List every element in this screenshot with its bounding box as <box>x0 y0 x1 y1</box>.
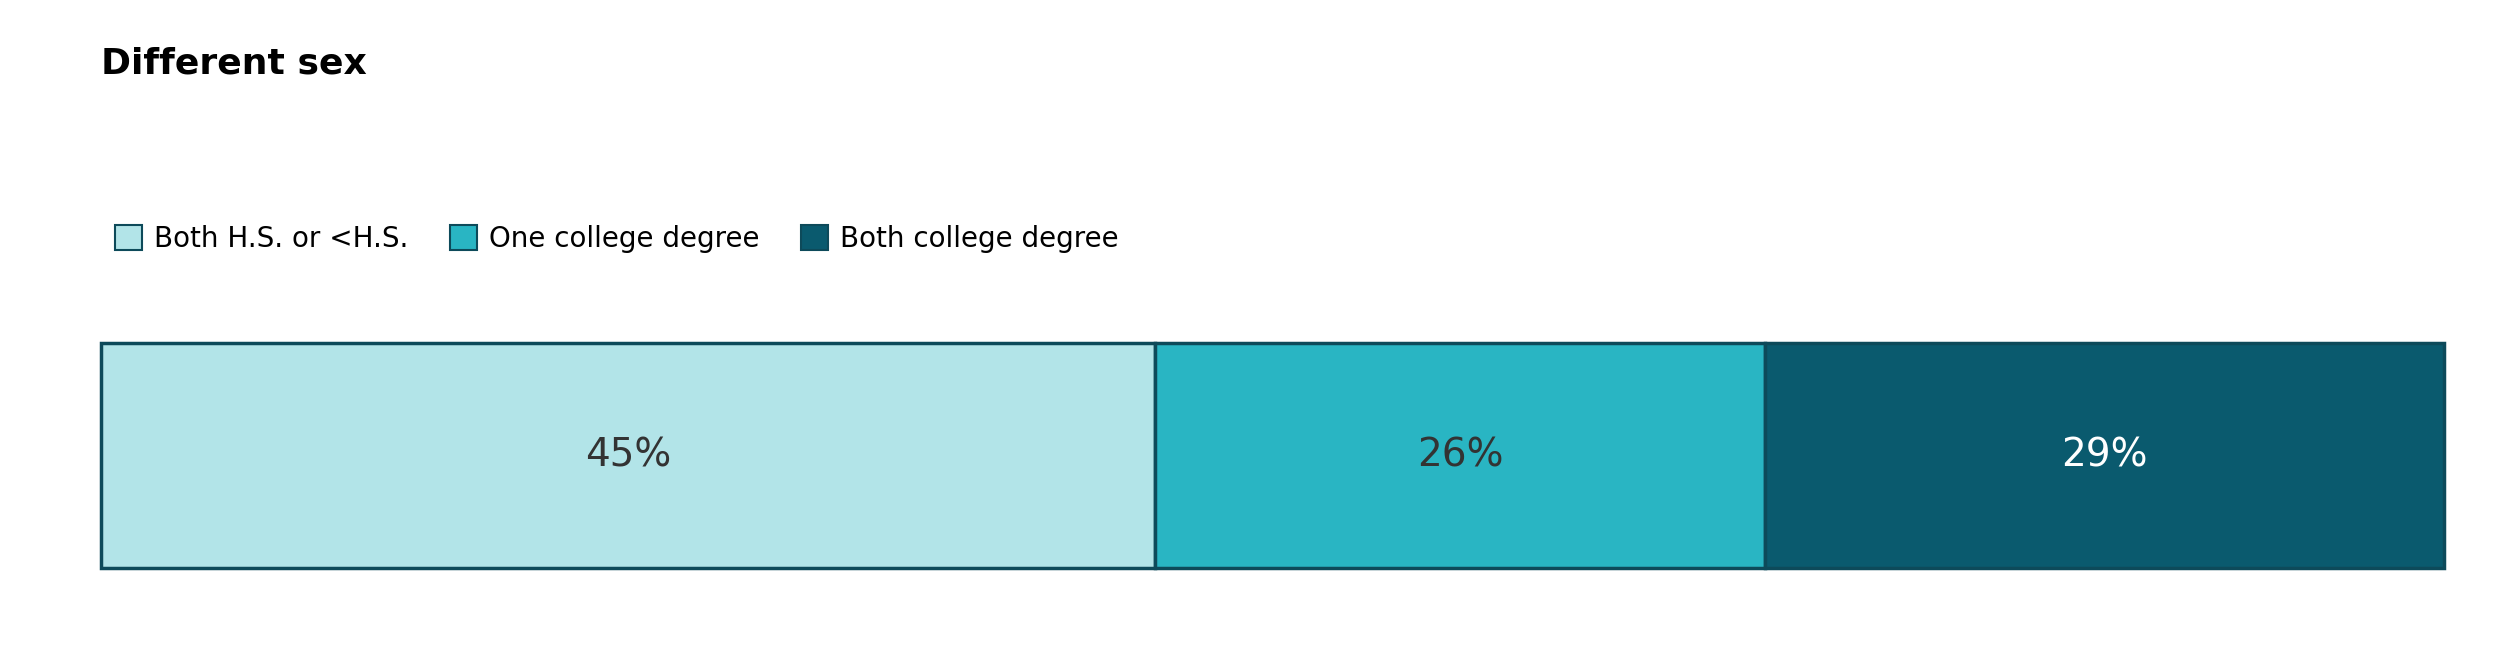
Bar <box>1154 343 1764 568</box>
Text: 26%: 26% <box>1416 436 1504 475</box>
Text: Different sex: Different sex <box>101 46 365 81</box>
Legend: Both H.S. or <H.S., One college degree, Both college degree: Both H.S. or <H.S., One college degree, … <box>116 225 1119 253</box>
Text: 29%: 29% <box>2061 436 2147 475</box>
Bar <box>101 343 1154 568</box>
Text: 45%: 45% <box>585 436 670 475</box>
Bar <box>1764 343 2444 568</box>
